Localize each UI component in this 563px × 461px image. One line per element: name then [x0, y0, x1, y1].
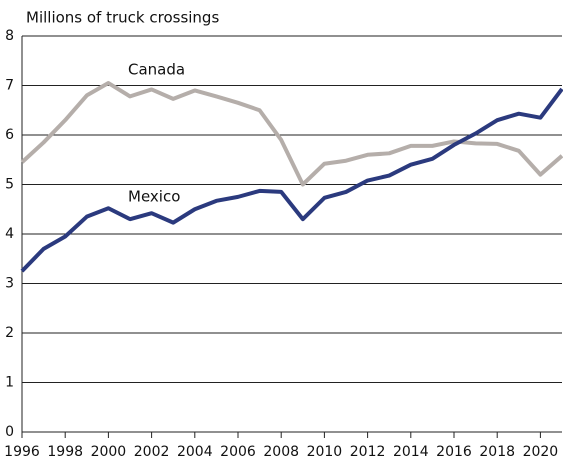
x-tick-label: 2016: [436, 444, 472, 460]
y-tick-label: 1: [5, 375, 14, 391]
x-tick-label: 2006: [220, 444, 256, 460]
x-tick-label: 2010: [307, 444, 343, 460]
y-tick-label: 2: [5, 325, 14, 341]
x-tick-label: 2014: [393, 444, 429, 460]
x-tick-label: 2012: [350, 444, 386, 460]
y-tick-label: 5: [5, 177, 14, 193]
x-tick-label: 1996: [4, 444, 40, 460]
y-tick-label: 8: [5, 28, 14, 44]
series-label: Mexico: [128, 188, 180, 206]
x-tick-label: 2000: [91, 444, 127, 460]
x-tick-label: 2020: [523, 444, 559, 460]
y-tick-label: 3: [5, 276, 14, 292]
x-tick-label: 2004: [177, 444, 213, 460]
y-tick-label: 0: [5, 424, 14, 440]
x-tick-label: 2002: [134, 444, 170, 460]
series-line: [20, 87, 563, 273]
y-tick-label: 6: [5, 127, 14, 143]
y-tick-label: 4: [5, 226, 14, 242]
x-tick-label: 2018: [479, 444, 515, 460]
chart-title: Millions of truck crossings: [26, 9, 219, 27]
series-line: [20, 81, 563, 187]
series-label: Canada: [128, 61, 185, 79]
y-tick-label: 7: [5, 78, 14, 94]
x-tick-label: 1998: [47, 444, 83, 460]
x-tick-label: 2008: [263, 444, 299, 460]
